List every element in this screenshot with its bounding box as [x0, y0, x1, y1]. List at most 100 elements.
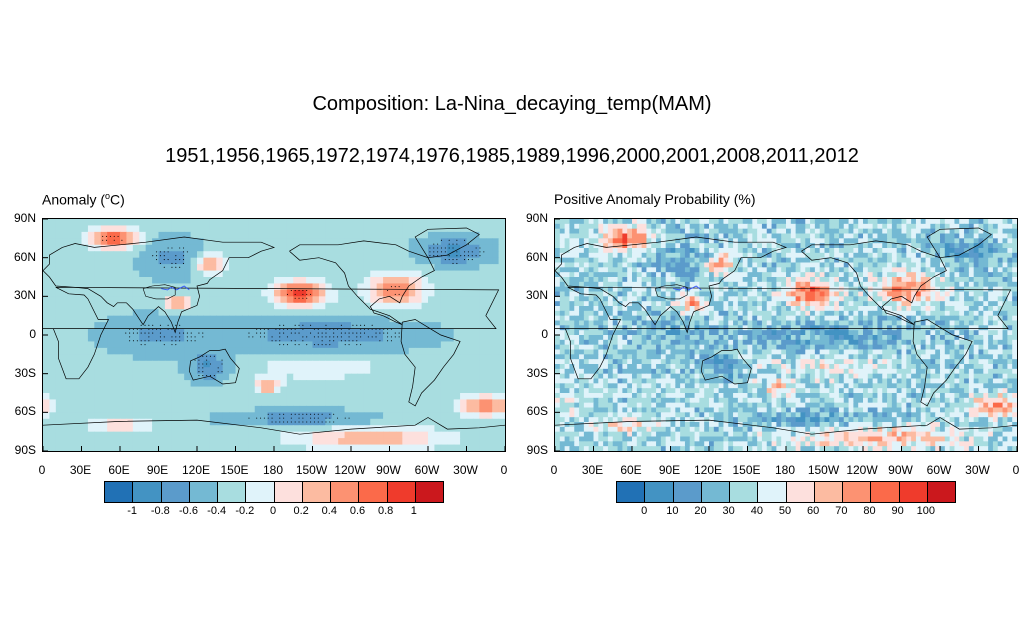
map-cell	[145, 354, 153, 362]
map-cell	[588, 243, 595, 249]
map-cell	[988, 243, 994, 249]
map-cell	[479, 347, 487, 355]
map-cell	[415, 335, 423, 343]
map-cell	[75, 270, 83, 278]
map-cell	[440, 296, 448, 304]
map-cell	[632, 248, 638, 254]
stipple-dot	[356, 344, 358, 346]
map-cell	[62, 354, 70, 362]
main-title: Composition: La-Nina_decaying_temp(MAM)	[312, 93, 712, 115]
map-cell	[428, 425, 436, 433]
map-cell	[190, 277, 198, 285]
map-cell	[241, 219, 249, 227]
stipple-dot	[475, 247, 477, 249]
map-cell	[55, 354, 63, 362]
map-cell	[964, 238, 970, 244]
map-cell	[216, 302, 224, 310]
map-cell	[656, 243, 662, 249]
map-cell	[434, 399, 442, 407]
map-cell	[795, 281, 802, 288]
map-cell	[171, 386, 179, 394]
colorbar-cell	[359, 482, 388, 502]
map-cell	[670, 223, 676, 230]
map-cell	[805, 262, 811, 268]
map-cell	[747, 228, 753, 235]
map-cell	[651, 262, 657, 268]
map-cell	[689, 296, 696, 302]
stipple-dot	[198, 332, 200, 334]
map-cell	[555, 248, 561, 254]
map-cell	[370, 283, 378, 291]
map-cell	[158, 393, 166, 401]
map-cell	[325, 386, 333, 394]
map-cell	[632, 267, 638, 273]
map-cell	[829, 233, 835, 239]
stipple-dot	[387, 336, 389, 338]
map-cell	[306, 393, 314, 401]
map-cell	[363, 277, 371, 285]
map-cell	[139, 438, 147, 446]
map-cell	[940, 291, 946, 297]
map-cell	[479, 251, 487, 259]
map-cell	[184, 322, 192, 330]
map-cell	[363, 393, 371, 401]
map-cell	[274, 302, 282, 310]
map-cell	[670, 248, 676, 254]
map-cell	[120, 251, 128, 259]
map-cell	[983, 310, 989, 317]
map-cell	[389, 270, 397, 278]
map-cell	[81, 438, 89, 446]
map-cell	[911, 223, 917, 230]
map-cell	[627, 277, 633, 283]
map-cell	[293, 438, 301, 446]
map-cell	[954, 219, 960, 225]
map-cell	[415, 412, 423, 420]
map-cell	[152, 386, 160, 394]
map-cell	[280, 367, 288, 375]
map-cell	[55, 373, 63, 381]
map-cell	[656, 301, 662, 307]
map-cell	[43, 335, 51, 343]
map-cell	[363, 405, 371, 413]
map-cell	[261, 347, 269, 355]
map-cell	[190, 438, 198, 446]
map-cell	[274, 341, 282, 349]
map-cell	[274, 244, 282, 252]
stipple-dot	[310, 421, 312, 423]
map-cell	[742, 281, 749, 288]
map-cell	[344, 347, 352, 355]
map-cell	[421, 360, 429, 368]
stipple-dot	[298, 344, 300, 346]
map-cell	[564, 277, 571, 283]
map-cell	[152, 225, 160, 233]
map-cell	[312, 225, 320, 233]
map-cell	[665, 228, 672, 235]
map-cell	[415, 373, 423, 381]
map-cell	[863, 243, 869, 249]
map-cell	[636, 281, 643, 288]
map-cell	[641, 272, 648, 278]
map-cell	[453, 386, 461, 394]
map-cell	[94, 347, 102, 355]
map-cell	[331, 219, 339, 227]
map-cell	[274, 238, 282, 246]
map-cell	[49, 302, 57, 310]
map-cell	[241, 328, 249, 336]
map-cell	[447, 309, 455, 317]
map-cell	[930, 219, 936, 225]
map-cell	[100, 425, 108, 433]
map-cell	[164, 277, 172, 285]
map-cell	[632, 252, 638, 259]
stipple-dot	[267, 417, 269, 419]
map-cell	[389, 335, 397, 343]
map-cell	[447, 399, 455, 407]
map-cell	[113, 270, 121, 278]
map-cell	[930, 310, 936, 317]
map-cell	[81, 405, 89, 413]
map-cell	[43, 380, 51, 388]
map-cell	[954, 223, 960, 230]
map-cell	[351, 354, 359, 362]
map-cell	[891, 306, 898, 312]
map-cell	[274, 360, 282, 368]
map-cell	[944, 223, 951, 230]
